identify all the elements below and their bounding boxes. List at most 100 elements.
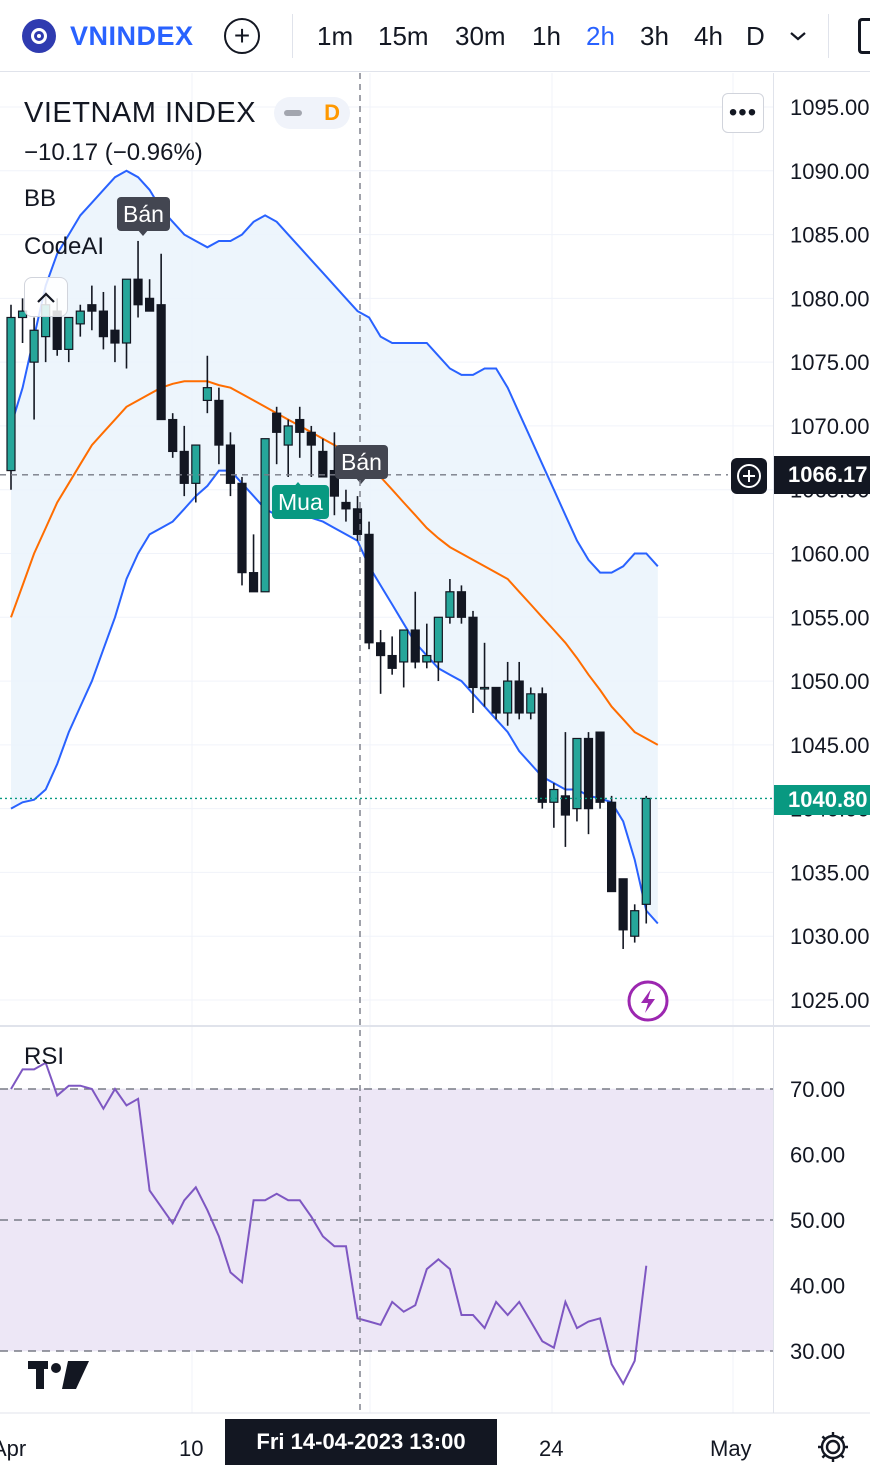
- candle-body: [121, 278, 132, 344]
- candle-body: [214, 399, 224, 446]
- bollinger-bands: [10, 169, 659, 925]
- candle-body: [341, 501, 351, 510]
- layout-icon[interactable]: [858, 18, 870, 54]
- price-tick-label: 1045.00: [790, 733, 870, 758]
- chevron-down-icon[interactable]: [788, 26, 808, 46]
- candle-body: [572, 737, 582, 810]
- price-tick-label: 1035.00: [790, 860, 870, 885]
- candle-body: [479, 686, 490, 690]
- chart-canvas[interactable]: 1095.001090.001085.001080.001075.001070.…: [0, 73, 870, 1476]
- bb-fill: [11, 170, 658, 924]
- buy-signal-label: Mua: [272, 485, 329, 519]
- toolbar-divider: [828, 14, 829, 58]
- price-tick-label: 1030.00: [790, 924, 870, 949]
- time-tick-label: 10: [179, 1436, 203, 1461]
- price-tick-label: 1050.00: [790, 669, 870, 694]
- candle-body: [29, 329, 39, 363]
- gear-icon[interactable]: [815, 1429, 851, 1465]
- price-tick-label: 1025.00: [790, 988, 870, 1013]
- candle-body: [595, 731, 605, 803]
- sell-signal-label: Bán: [335, 445, 388, 479]
- dash-icon: [284, 110, 302, 116]
- interval-30m[interactable]: 30m: [455, 21, 506, 51]
- candle-body: [110, 329, 120, 344]
- candle-body: [98, 310, 109, 338]
- candle-body: [606, 801, 617, 893]
- candle-body: [514, 680, 524, 714]
- legend-rsi[interactable]: RSI: [24, 1043, 65, 1070]
- sell-signal-label: Bán: [117, 197, 170, 231]
- candle-body: [202, 387, 212, 402]
- legend-change: −10.17 (−0.96%): [24, 139, 203, 166]
- last-price-label: 1040.80: [774, 785, 870, 815]
- tradingview-logo-icon[interactable]: [28, 1359, 90, 1391]
- candle-body: [526, 693, 536, 714]
- candle-body: [549, 788, 559, 803]
- crosshair-time-label: Fri 14-04-2023 13:00: [225, 1419, 497, 1465]
- candle-body: [503, 680, 513, 714]
- rsi-pane: [0, 1061, 773, 1386]
- candle-body: [618, 878, 628, 931]
- legend-collapse-button[interactable]: [24, 277, 68, 317]
- candle-body: [156, 304, 166, 421]
- symbol-search-button[interactable]: VNINDEX: [70, 21, 194, 51]
- candle-body: [225, 444, 236, 484]
- bb-lower-line: [10, 469, 659, 925]
- candle-body: [87, 304, 97, 312]
- price-tick-label: 1085.00: [790, 223, 870, 248]
- candle-body: [329, 469, 339, 497]
- candle-body: [468, 616, 478, 689]
- candle-body: [133, 278, 143, 306]
- compare-add-button[interactable]: +: [224, 18, 260, 54]
- interval-d[interactable]: D: [746, 21, 765, 51]
- rsi-tick-label: 30.00: [790, 1339, 845, 1364]
- candle-body: [283, 425, 293, 446]
- more-options-button[interactable]: •••: [722, 93, 764, 133]
- chart-panel[interactable]: 1095.00 1090.00 1085.00 1080.00 1075.00 1070.…: [0, 73, 870, 1476]
- interval-4h[interactable]: 4h: [694, 21, 723, 51]
- candle-body: [237, 482, 247, 574]
- interval-1m[interactable]: 1m: [317, 21, 354, 51]
- candle-body: [272, 412, 282, 433]
- candle-body: [6, 316, 16, 472]
- plus-circle-icon: [737, 464, 761, 488]
- candle-body: [248, 572, 259, 593]
- interval-1h[interactable]: 1h: [532, 21, 561, 51]
- price-tick-label: 1070.00: [790, 414, 870, 439]
- rsi-tick-label: 40.00: [790, 1274, 845, 1299]
- toolbar-divider: [292, 14, 293, 58]
- vnindex-logo-icon[interactable]: [22, 19, 56, 53]
- candle-body: [191, 444, 201, 484]
- interval-15m[interactable]: 15m: [378, 21, 429, 51]
- interval-toggle[interactable]: D: [274, 97, 350, 129]
- time-tick-label: 24: [539, 1436, 563, 1461]
- time-tick-label: May: [710, 1436, 752, 1461]
- interval-3h[interactable]: 3h: [640, 21, 669, 51]
- plus-icon: +: [233, 20, 251, 51]
- candle-body: [433, 616, 443, 663]
- candle-body: [64, 316, 74, 350]
- rsi-tick-label: 60.00: [790, 1143, 845, 1168]
- price-tick-label: 1080.00: [790, 286, 870, 311]
- crosshair-price-label: 1066.17: [774, 456, 870, 494]
- candle-body: [352, 508, 363, 535]
- interval-badge: D: [324, 100, 340, 125]
- candle-body: [387, 654, 397, 669]
- interval-2h[interactable]: 2h: [586, 21, 615, 51]
- candle-body: [364, 533, 374, 644]
- top-toolbar: VNINDEX + 1m 15m 30m 1h 2h 3h 4h D: [0, 0, 870, 72]
- legend-indicator-bb[interactable]: BB: [24, 185, 57, 212]
- legend-indicator-codeai[interactable]: CodeAI: [24, 233, 105, 260]
- candle-body: [295, 418, 305, 433]
- candle-body: [422, 654, 432, 663]
- lightning-icon[interactable]: [627, 980, 669, 1022]
- candle-body: [306, 431, 316, 446]
- bb-upper-line: [10, 169, 659, 574]
- candle-body: [445, 591, 455, 618]
- time-tick-label: Apr: [0, 1436, 26, 1461]
- rsi-tick-label: 70.00: [790, 1077, 845, 1102]
- rsi-line: [10, 1061, 648, 1386]
- more-icon: •••: [728, 99, 758, 126]
- candle-body: [583, 737, 594, 810]
- crosshair-add-button[interactable]: [731, 458, 767, 494]
